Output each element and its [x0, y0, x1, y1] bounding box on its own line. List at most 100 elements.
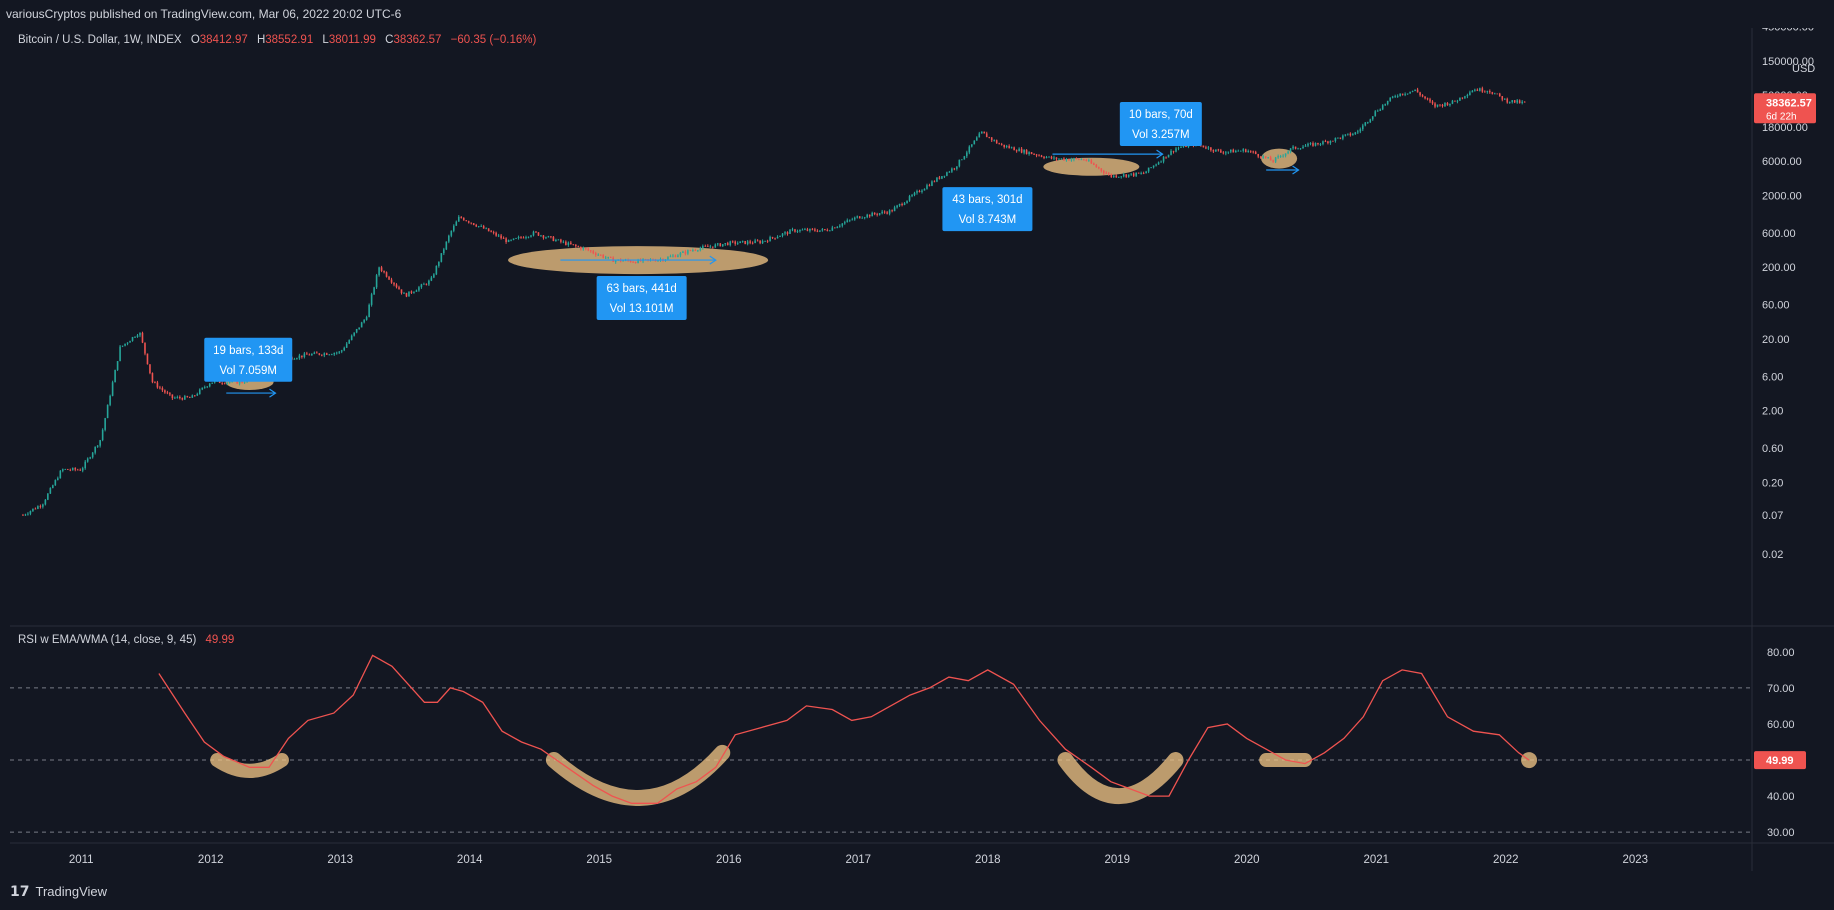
candle-up	[836, 226, 839, 229]
candle-down	[1272, 160, 1274, 162]
candle-up	[139, 332, 141, 336]
candle-down	[236, 380, 238, 384]
candle-down	[751, 242, 754, 244]
candle-up	[1289, 148, 1292, 152]
candle-up	[878, 213, 881, 215]
candle-down	[1205, 147, 1207, 149]
candle-up	[497, 235, 500, 237]
candle-down	[537, 232, 540, 236]
candle-down	[1481, 88, 1484, 92]
rsi-highlight	[1057, 752, 1184, 804]
candle-up	[1456, 100, 1459, 102]
candle-up	[176, 396, 179, 398]
published-text: variousCryptos published on TradingView.…	[6, 7, 402, 21]
rsi-layer	[158, 654, 1530, 804]
candle-up	[340, 350, 343, 352]
candle-up	[328, 354, 331, 356]
candle-up	[450, 230, 453, 236]
candle-up	[799, 229, 801, 232]
candle-up	[136, 335, 139, 337]
measure-box-volume: Vol 7.059M	[219, 365, 277, 377]
rsi-line	[158, 654, 1530, 804]
candle-up	[408, 291, 410, 297]
price-tick-label: 0.02	[1762, 549, 1783, 561]
candle-down	[325, 353, 328, 355]
candle-up	[375, 275, 378, 288]
candle-up	[1284, 153, 1287, 156]
tradingview-logo-icon[interactable]: 𝟭𝟳	[10, 882, 30, 899]
candle-down	[472, 223, 475, 225]
candle-up	[111, 382, 114, 396]
candle-up	[420, 284, 423, 288]
candle-up	[1239, 150, 1242, 152]
candle-up	[1227, 151, 1230, 153]
chart-svg[interactable]: 19 bars, 133d Vol 7.059M 63 bars, 441d Vol …	[10, 22, 1834, 871]
brand-label[interactable]: TradingView	[35, 883, 108, 899]
candle-up	[530, 235, 532, 237]
candle-up	[721, 244, 724, 247]
candle-up	[1018, 148, 1020, 152]
candle-up	[1279, 156, 1282, 157]
candle-up	[1150, 167, 1152, 169]
candle-down	[482, 226, 485, 229]
candle-up	[1357, 131, 1359, 133]
candle-up	[477, 226, 480, 227]
candle-down	[470, 222, 473, 224]
rsi-highlight	[545, 744, 731, 806]
candle-up	[1215, 149, 1217, 152]
candle-down	[144, 342, 146, 354]
price-tick-label: 6.00	[1762, 371, 1783, 383]
measure-box-title: 19 bars, 133d	[213, 345, 283, 357]
chart-area[interactable]: 19 bars, 133d Vol 7.059M 63 bars, 441d Vol …	[10, 22, 1834, 871]
candle-down	[814, 229, 816, 231]
candle-up	[413, 291, 415, 293]
candle-layer	[22, 86, 1526, 516]
candle-up	[121, 345, 124, 347]
candle-down	[786, 232, 789, 234]
candle-up	[1371, 116, 1374, 120]
candle-down	[918, 190, 921, 192]
candle-up	[1147, 167, 1150, 172]
candle-up	[525, 237, 527, 239]
candle-down	[1222, 152, 1225, 154]
candle-down	[1125, 174, 1128, 177]
candle-up	[716, 243, 719, 245]
candle-up	[607, 256, 609, 258]
candle-up	[350, 335, 353, 341]
candle-up	[428, 280, 430, 285]
candle-up	[368, 304, 370, 318]
candle-up	[196, 394, 199, 396]
candle-up	[298, 355, 301, 359]
candle-down	[707, 246, 709, 247]
candle-up	[888, 210, 891, 214]
candle-up	[966, 152, 968, 157]
candle-down	[465, 220, 468, 222]
candle-up	[1048, 156, 1050, 158]
candle-up	[1314, 142, 1317, 146]
candle-down	[1434, 103, 1436, 107]
candle-down	[301, 355, 303, 358]
candle-up	[303, 353, 306, 358]
candle-up	[853, 217, 856, 220]
candle-up	[1277, 156, 1279, 158]
candle-up	[819, 230, 821, 232]
candle-up	[946, 172, 948, 176]
candle-down	[858, 216, 861, 219]
candle-down	[1518, 100, 1521, 104]
time-tick-label: 2012	[198, 854, 224, 866]
candle-down	[141, 332, 144, 343]
time-tick-label: 2022	[1493, 854, 1519, 866]
candle-up	[1267, 157, 1269, 159]
candle-up	[1170, 150, 1172, 155]
candle-down	[164, 390, 166, 393]
candle-up	[1511, 100, 1514, 103]
candle-down	[522, 237, 525, 239]
candle-down	[520, 237, 522, 238]
candle-down	[395, 284, 398, 288]
candle-up	[861, 217, 864, 219]
candle-down	[1050, 156, 1053, 159]
candle-down	[460, 216, 463, 218]
candle-up	[679, 252, 682, 256]
candle-up	[430, 277, 433, 281]
candle-up	[843, 222, 846, 224]
